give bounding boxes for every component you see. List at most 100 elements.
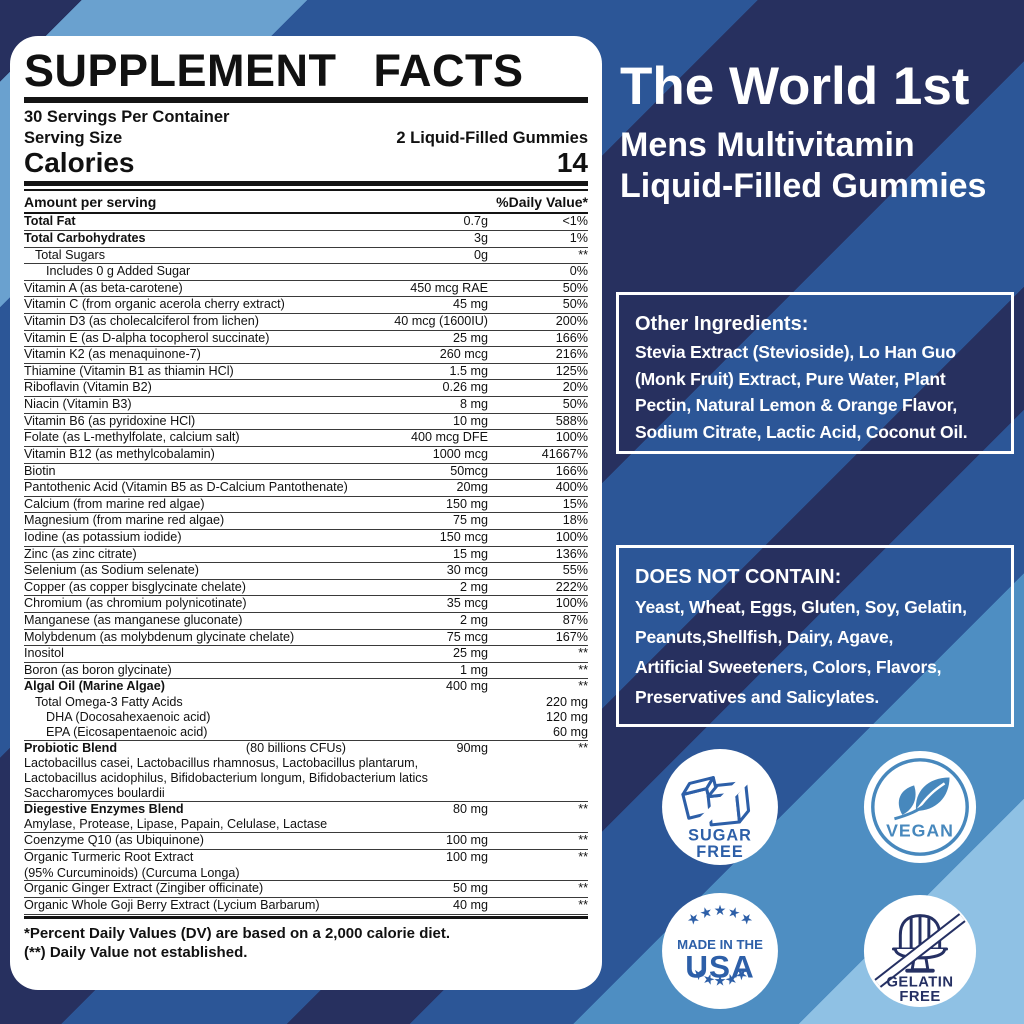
row-dv: 55%	[562, 563, 588, 578]
row-dv: 166%	[555, 463, 588, 478]
facts-row: Organic Whole Goji Berry Extract (Lycium…	[24, 898, 588, 915]
facts-row: Algal Oil (Marine Algae) 400 mg ** Total Om…	[24, 679, 588, 741]
row-name: Vitamin B6 (as pyridoxine HCl)	[24, 413, 196, 428]
row-amount: 50mcg	[450, 463, 488, 478]
facts-row: Zinc (as zinc citrate) 15 mg 136%	[24, 547, 588, 564]
text-line: Artificial Sweeteners, Colors, Flavors,	[635, 657, 942, 678]
row-name: Thiamine (Vitamin B1 as thiamin HCl)	[24, 363, 234, 378]
row-name: Includes 0 g Added Sugar	[46, 264, 191, 279]
row-amount: 1 mg	[460, 662, 488, 677]
row-amount: 40 mg	[452, 897, 488, 912]
row-amount: 90mg	[456, 740, 488, 755]
row-name: Total Sugars	[35, 247, 106, 262]
facts-row: Vitamin B6 (as pyridoxine HCl) 10 mg 588%	[24, 414, 588, 431]
title-rule	[24, 96, 588, 103]
facts-row: Riboflavin (Vitamin B2) 0.26 mg 20%	[24, 380, 588, 398]
row-name: Diegestive Enzymes Blend	[24, 801, 184, 816]
row-amount: 75 mcg	[446, 629, 488, 644]
row-name: Vitamin B12 (as methylcobalamin)	[24, 446, 215, 461]
row-dv: **	[578, 881, 588, 896]
row-dv: **	[578, 662, 588, 677]
facts-row: Copper (as copper bisglycinate chelate) 2…	[24, 580, 588, 597]
row-dv: 15%	[562, 496, 588, 511]
facts-row: Organic Ginger Extract (Zingiber officin…	[24, 881, 588, 898]
row-dv: <1%	[562, 214, 588, 229]
other-ingredients-box: Other Ingredients: Stevia Extract (Stevi…	[616, 292, 1014, 454]
svg-text:SUGAR: SUGAR	[688, 827, 752, 845]
facts-title: SUPPLEMENT FACTS	[24, 45, 524, 96]
row-dv: 87%	[562, 613, 588, 627]
row-amount: 8 mg	[460, 397, 488, 412]
row-name: Vitamin K2 (as menaquinone-7)	[24, 347, 201, 362]
made-in-usa-icon: ★★★★★ MADE IN THE USA ★★★★★	[662, 893, 778, 1009]
row-name: Total Fat	[24, 214, 76, 229]
svg-text:USA: USA	[685, 948, 755, 984]
svg-text:FREE: FREE	[899, 989, 940, 1005]
row-name: Vitamin D3 (as cholecalciferol from lich…	[24, 314, 259, 329]
facts-row: Boron (as boron glycinate) 1 mg **	[24, 663, 588, 680]
facts-row: Folate (as L-methylfolate, calcium salt)…	[24, 430, 588, 447]
row-dv: 125%	[555, 363, 588, 378]
row-name: Probiotic Blend	[24, 740, 118, 755]
row-name: Zinc (as zinc citrate)	[24, 546, 137, 561]
text-line: (Monk Fruit) Extract, Pure Water, Plant	[635, 368, 946, 389]
servings-per-container: 30 Servings Per Container	[24, 107, 230, 126]
badge-grid: SUGAR FREE VEGAN ★★★★★	[620, 742, 1020, 1016]
row-amount: 30 mcg	[446, 563, 488, 578]
row-dv: 41667%	[541, 446, 588, 461]
row-name: Inositol	[24, 646, 64, 661]
row-name: Selenium (as Sodium selenate)	[24, 563, 200, 578]
row-dv: **	[578, 849, 588, 864]
row-dv: 20%	[562, 380, 588, 395]
facts-row: Diegestive Enzymes Blend 80 mg ** Amylase, …	[24, 801, 588, 834]
row-amount: 150 mcg	[439, 529, 488, 544]
row-dv: **	[578, 247, 588, 262]
row-name: Vitamin C (from organic acerola cherry e…	[24, 297, 285, 312]
does-not-contain-body: Yeast, Wheat, Eggs, Gluten, Soy, Gelatin…	[635, 592, 995, 712]
row-name: Niacin (Vitamin B3)	[24, 397, 132, 412]
row-amount: 25 mg	[452, 330, 488, 345]
facts-row: Vitamin A (as beta-carotene) 450 mcg RAE 5…	[24, 281, 588, 298]
row-amount: 450 mcg RAE	[410, 280, 488, 295]
facts-row: Thiamine (Vitamin B1 as thiamin HCl) 1.5 …	[24, 364, 588, 381]
supplement-facts-panel: SUPPLEMENT FACTS 30 Servings Per Contain…	[10, 36, 602, 990]
row-name: Total Carbohydrates	[24, 230, 146, 245]
row-name: Vitamin A (as beta-carotene)	[24, 280, 183, 295]
calories-row: Calories 14	[24, 147, 588, 178]
svg-text:MADE IN THE: MADE IN THE	[677, 937, 763, 952]
gelatin-free-badge: GELATIN FREE	[825, 886, 1015, 1016]
row-name: Organic Ginger Extract (Zingiber officin…	[24, 881, 264, 896]
row-subname: EPA (Eicosapentaenoic acid)	[46, 724, 208, 739]
serving-size-label: Serving Size	[24, 128, 123, 147]
row-amount: 35 mcg	[446, 596, 488, 611]
row-amount: 2 mg	[460, 613, 488, 627]
vegan-badge: VEGAN	[825, 742, 1015, 872]
row-amount: 150 mg	[445, 496, 488, 511]
row-dv: 1%	[569, 230, 588, 245]
row-name: Algal Oil (Marine Algae)	[24, 679, 165, 694]
facts-row: Total Carbohydrates 3g 1%	[24, 231, 588, 248]
row-mid: (80 billions CFUs)	[245, 740, 346, 755]
row-subamount: 220 mg	[545, 695, 588, 710]
row-dv: 167%	[555, 629, 588, 644]
row-subname: Total Omega-3 Fatty Acids	[35, 695, 183, 710]
facts-row: Includes 0 g Added Sugar 0%	[24, 264, 588, 281]
brand-subtitle-line2: Liquid-Filled Gummies	[620, 166, 987, 205]
row-dv: 100%	[555, 430, 588, 445]
row-subname: Lactobacillus casei, Lactobacillus rhamn…	[24, 756, 419, 771]
facts-row: Calcium (from marine red algae) 150 mg 15%	[24, 497, 588, 514]
facts-row: Manganese (as manganese gluconate) 2 mg 87…	[24, 613, 588, 630]
svg-text:FREE: FREE	[696, 843, 743, 861]
row-dv: 50%	[562, 397, 588, 412]
facts-row: Inositol 25 mg **	[24, 646, 588, 663]
row-name: Boron (as boron glycinate)	[24, 662, 172, 677]
row-dv: 216%	[555, 347, 588, 362]
row-amount: 40 mcg (1600IU)	[394, 314, 488, 329]
facts-row: Total Sugars 0g **	[24, 248, 588, 265]
does-not-contain-box: DOES NOT CONTAIN: Yeast, Wheat, Eggs, Gl…	[616, 545, 1014, 727]
facts-rows: Total Fat 0.7g <1% Total Carbohydrates 3g 1% T…	[24, 214, 588, 915]
row-subname: Saccharomyces boulardii	[24, 785, 165, 800]
row-name: Organic Whole Goji Berry Extract (Lycium…	[24, 897, 320, 912]
row-dv: 136%	[555, 546, 588, 561]
row-dv: 100%	[555, 529, 588, 544]
